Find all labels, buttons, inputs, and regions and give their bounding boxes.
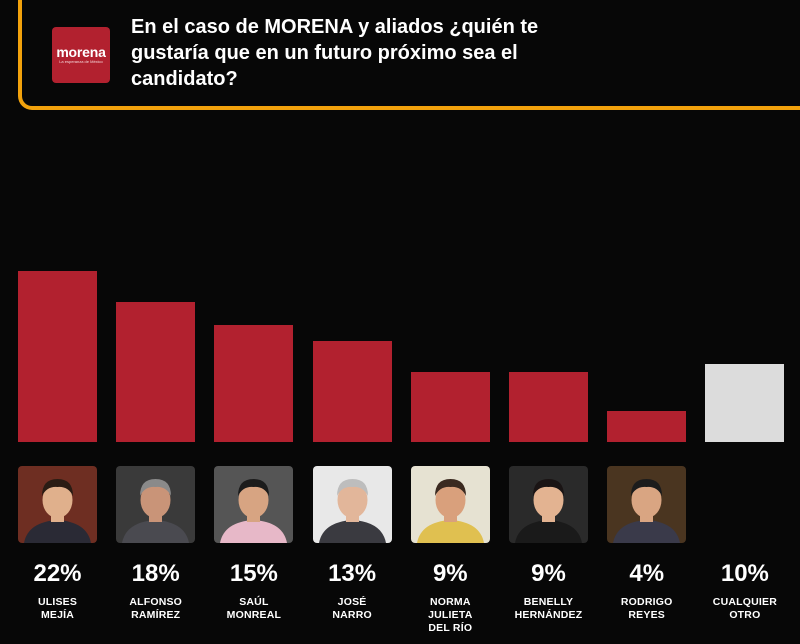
bar-3 xyxy=(214,325,294,442)
bar-4 xyxy=(312,340,392,442)
value-label: 22% xyxy=(33,560,82,587)
candidate-photo xyxy=(509,466,588,543)
category-label: NORMA JULIETA DEL RÍO xyxy=(428,596,473,634)
bar-6 xyxy=(509,372,588,442)
category-label: ULISES MEJÍA xyxy=(37,596,78,621)
category-label: JOSÉ NARRO xyxy=(332,596,372,621)
survey-question: En el caso de MORENA y aliados ¿quién te… xyxy=(131,16,539,90)
value-label: 10% xyxy=(720,560,769,587)
value-label: 9% xyxy=(432,560,468,587)
candidate-photo xyxy=(18,466,97,543)
bar-2 xyxy=(116,302,196,442)
candidate-photo xyxy=(116,466,196,543)
value-label: 13% xyxy=(328,560,377,587)
header: morena La esperanza de México En el caso… xyxy=(0,0,800,114)
value-label: 15% xyxy=(229,560,278,587)
value-label: 4% xyxy=(629,560,665,587)
value-label: 18% xyxy=(131,560,180,587)
category-label: BENELLY HERNÁNDEZ xyxy=(514,596,583,621)
category-label: SAÚL MONREAL xyxy=(226,596,282,621)
bar-5 xyxy=(410,372,490,442)
morena-logo: morena La esperanza de México xyxy=(52,27,110,83)
candidate-photo xyxy=(312,466,392,543)
candidate-photo xyxy=(214,466,294,543)
category-label: RODRIGO REYES xyxy=(620,596,673,621)
bar-1 xyxy=(18,271,97,442)
logo-name: morena xyxy=(56,44,106,60)
bar-7 xyxy=(607,410,687,442)
value-label: 9% xyxy=(531,560,566,587)
bar-8 xyxy=(705,364,785,442)
category-label: CUALQUIER OTRO xyxy=(712,596,777,621)
candidate-photo xyxy=(410,466,490,543)
candidate-photo xyxy=(607,466,687,543)
category-label: ALFONSO RAMÍREZ xyxy=(129,596,183,621)
logo-tagline: La esperanza de México xyxy=(59,59,103,64)
header-accent-frame xyxy=(18,0,800,110)
